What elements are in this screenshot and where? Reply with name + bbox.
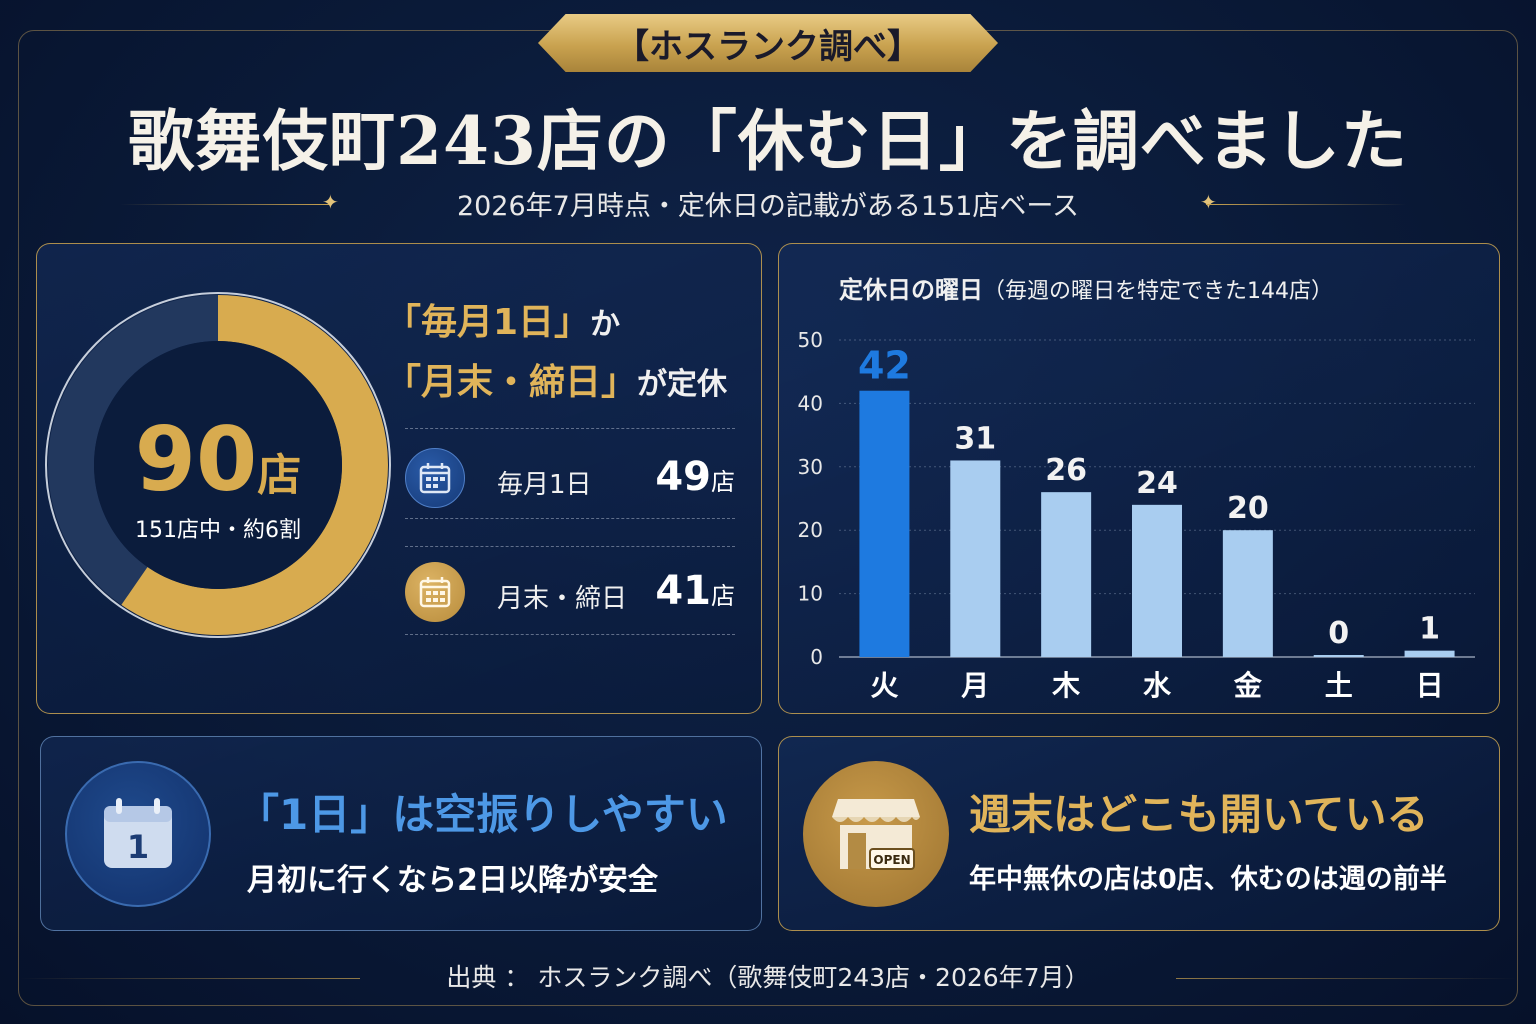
calendar-icon: [405, 562, 465, 622]
tip-weekend-panel: OPEN 週末はどこも開いている 年中無休の店は0店、休むのは週の前半: [778, 736, 1500, 931]
closure-headline: 「毎月1日」か 「月末・締日」が定休: [385, 294, 727, 414]
weekday-closure-chart-panel: 定休日の曜日（毎週の曜日を特定できた144店） 0 10 20 30 40 50 42 火 31…: [778, 243, 1500, 714]
bar-value-label: 20: [1227, 491, 1269, 526]
x-tick-label: 月: [960, 669, 989, 702]
subtitle-row: ✦ 2026年7月時点・定休日の記載がある151店ベース ✦: [0, 184, 1536, 224]
x-tick-label: 木: [1051, 669, 1080, 702]
dashed-divider: [405, 634, 735, 635]
y-tick-label: 20: [798, 518, 823, 542]
sparkle-icon: ✦: [1200, 190, 1217, 214]
item-value: 49店: [655, 454, 735, 500]
big-number: 90: [134, 408, 258, 511]
bar-chart: 0 10 20 30 40 50 42 火 31 月 26 木 24 水 20 金 0 土 1 日: [798, 328, 1475, 702]
closure-item-month-end: 月末・締日 41店: [405, 552, 735, 632]
tip-subtext: 月初に行くなら2日以降が安全: [247, 863, 658, 898]
donut-center-subtext: 151店中・約6割: [135, 518, 301, 543]
y-tick-label: 0: [810, 645, 823, 669]
item-label: 月末・締日: [497, 584, 628, 614]
chart-title-main: 定休日の曜日: [839, 276, 983, 304]
bar-value-label: 0: [1328, 616, 1349, 651]
dashed-divider: [405, 546, 735, 547]
dashed-divider: [405, 518, 735, 519]
item-value-unit: 店: [711, 468, 735, 496]
donut-share-arc: [48, 295, 388, 635]
y-tick-label: 30: [798, 455, 823, 479]
headline-gold-2: 「月末・締日」: [385, 362, 638, 403]
headline-gold-1: 「毎月1日」: [385, 302, 591, 343]
tip-heading: 「1日」は空振りしやすい: [237, 790, 728, 839]
divider-right: [1206, 204, 1406, 205]
closure-item-first-day: 毎月1日 49店: [405, 438, 735, 518]
divider-left: [20, 978, 360, 979]
y-tick-label: 40: [798, 391, 823, 415]
bar-木: [1041, 492, 1092, 657]
source-badge: 【ホスランク調べ】: [538, 14, 998, 72]
bar-value-label: 42: [858, 344, 911, 388]
bar-金: [1222, 530, 1273, 657]
bar-水: [1132, 504, 1182, 657]
calendar-icon: [405, 448, 465, 508]
item-value-number: 49: [655, 454, 711, 500]
bar-火: [859, 390, 910, 657]
donut-chart: 90店 151店中・約6割: [43, 290, 393, 640]
x-tick-label: 金: [1233, 669, 1263, 702]
chart-title-sub: （毎週の曜日を特定できた144店）: [983, 279, 1333, 304]
item-value-number: 41: [655, 568, 711, 614]
page-subtitle: 2026年7月時点・定休日の記載がある151店ベース: [456, 191, 1080, 222]
calendar-one-icon: 1: [65, 761, 211, 907]
bar-月: [950, 460, 1001, 657]
source-row: 出典 ： ホスランク調べ（歌舞伎町243店・2026年7月）: [0, 958, 1536, 994]
x-tick-label: 土: [1325, 669, 1353, 702]
item-label: 毎月1日: [497, 470, 592, 500]
y-tick-label: 50: [798, 328, 823, 352]
storefront-open-icon: OPEN: [803, 761, 949, 907]
x-tick-label: 火: [870, 669, 898, 702]
monthly-closure-panel: 90店 151店中・約6割 「毎月1日」か 「月末・締日」が定休 毎月1日 49…: [36, 243, 762, 714]
open-sign-text: OPEN: [873, 853, 910, 867]
x-tick-label: 水: [1143, 669, 1172, 702]
chart-title: 定休日の曜日（毎週の曜日を特定できた144店）: [839, 270, 1333, 305]
item-value-unit: 店: [711, 582, 735, 610]
bar-value-label: 31: [954, 421, 996, 456]
tip-subtext: 年中無休の店は0店、休むのは週の前半: [969, 864, 1447, 895]
big-number-unit: 店: [257, 450, 302, 501]
bar-value-label: 26: [1045, 453, 1087, 488]
bar-value-label: 24: [1136, 466, 1178, 501]
divider-right: [1176, 978, 1516, 979]
tip-heading: 週末はどこも開いている: [969, 790, 1429, 839]
item-value: 41店: [655, 568, 735, 614]
donut-outer-ring: [45, 292, 391, 638]
calendar-day-number: 1: [127, 828, 149, 866]
donut-center-value: 90店: [43, 408, 393, 511]
headline-white-2: が定休: [637, 367, 728, 402]
tip-first-day-panel: 1 「1日」は空振りしやすい 月初に行くなら2日以降が安全: [40, 736, 762, 931]
bar-土: [1313, 655, 1364, 657]
dashed-divider: [405, 428, 735, 429]
bar-value-label: 1: [1419, 612, 1440, 647]
donut-hole: [94, 341, 342, 589]
page-title: 歌舞伎町243店の「休む日」を調べました: [128, 102, 1408, 180]
bar-日: [1404, 650, 1455, 657]
divider-left: [120, 204, 330, 205]
y-tick-label: 10: [798, 582, 823, 606]
headline-white-1: か: [590, 307, 621, 342]
x-tick-label: 日: [1416, 669, 1444, 702]
source-note: 出典 ： ホスランク調べ（歌舞伎町243店・2026年7月）: [446, 963, 1090, 992]
sparkle-icon: ✦: [322, 190, 339, 214]
